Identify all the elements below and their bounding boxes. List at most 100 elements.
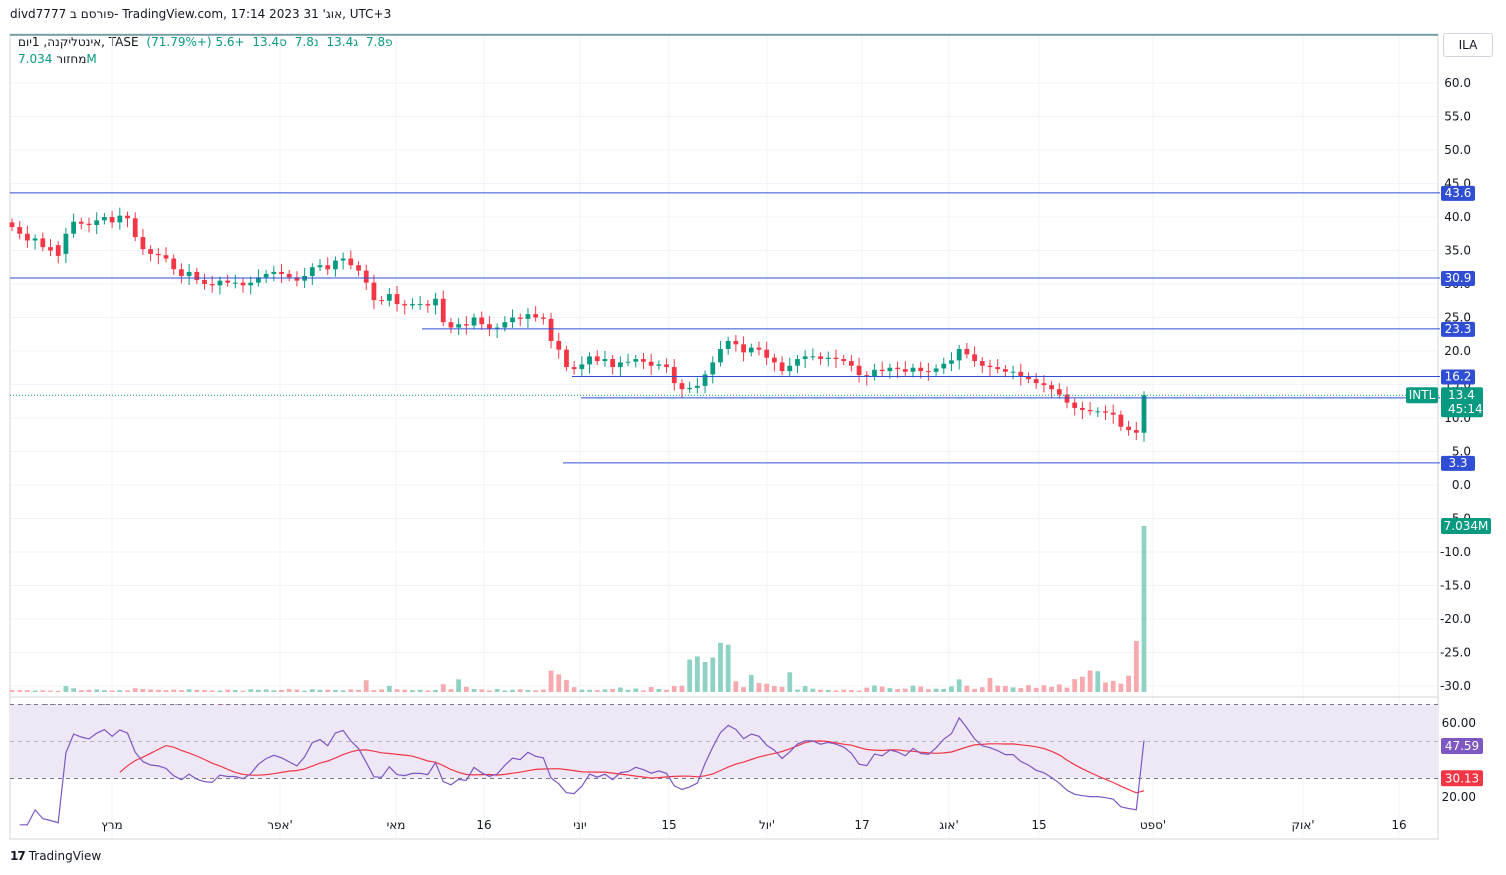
time-tick: 17: [854, 818, 869, 832]
volume-bar: [856, 690, 862, 692]
candle-body: [333, 260, 338, 270]
time-axis[interactable]: מרץ אפר' מאי 16 יוני 15 יול' 17 אוג' 15 ספט' אוק' 16: [101, 818, 1406, 832]
candle-body: [648, 361, 654, 366]
candle-body: [525, 314, 531, 319]
volume-bar: [471, 689, 477, 692]
candle-body: [348, 258, 354, 266]
rsi-pane: [10, 704, 1438, 826]
rsi-sma-line: [119, 740, 1145, 794]
candle-body: [425, 304, 431, 306]
volume-bar: [240, 690, 246, 692]
volume-bar: [1133, 640, 1139, 692]
candle-body: [163, 255, 169, 259]
tradingview-brand: TradingView: [28, 849, 102, 863]
candle-body: [109, 217, 115, 223]
candle-body: [40, 238, 46, 248]
volume-bar: [25, 690, 30, 692]
volume-bar: [925, 689, 931, 692]
candle-body: [340, 258, 346, 261]
volume-bar: [286, 689, 292, 692]
candle-body: [1141, 395, 1147, 433]
candle-body: [548, 318, 554, 341]
candle-body: [502, 322, 508, 328]
candle-body: [440, 298, 446, 323]
candle-body: [410, 304, 415, 306]
volume-bar: [610, 689, 616, 692]
volume-bar: [232, 689, 238, 692]
volume-bar: [1141, 526, 1147, 692]
candle-body: [140, 237, 146, 250]
candle-body: [702, 374, 708, 386]
volume-bar: [517, 689, 523, 692]
volume-bar: [702, 661, 708, 692]
volume-bar: [440, 684, 446, 692]
volume-bar: [448, 689, 454, 692]
candle-body: [517, 317, 523, 319]
symbol-tag-label: INTL: [1409, 388, 1436, 402]
volume-bar: [895, 689, 900, 692]
volume-bar: [371, 690, 377, 692]
level-tag: [1441, 321, 1475, 337]
candle-body: [9, 222, 15, 228]
ohlc-legend: אינטליקנה, 1יום, TASE פ7.8 ג13.4 נ7.8 ס1…: [18, 35, 397, 49]
rsi-tag: [1441, 737, 1483, 754]
candle-body: [540, 317, 546, 319]
volume-bar: [556, 674, 562, 692]
candles: [9, 207, 1147, 442]
volume-bar: [664, 689, 669, 692]
legend-symbol[interactable]: אינטליקנה, 1יום, TASE: [18, 35, 139, 49]
time-tick: ספט': [1140, 818, 1166, 832]
volume-bar: [594, 690, 600, 692]
candle-body: [795, 359, 800, 366]
volume-bar: [779, 686, 785, 692]
price-tick: 0.0: [1452, 478, 1471, 492]
candle-body: [748, 347, 754, 353]
candle-body: [741, 344, 746, 353]
volume-bar: [479, 689, 485, 692]
candle-body: [371, 282, 377, 301]
candle-body: [771, 357, 777, 363]
volume-bar: [694, 656, 700, 692]
candle-body: [171, 258, 177, 270]
candle-body: [625, 361, 631, 363]
volume-bar: [333, 689, 338, 692]
candle-body: [1095, 411, 1101, 413]
candle-body: [679, 383, 685, 390]
volume-bar: [425, 690, 431, 692]
candle-body: [263, 273, 269, 278]
currency-button[interactable]: ILA: [1443, 33, 1493, 57]
volume-bar: [571, 687, 577, 692]
time-tick: מרץ: [101, 818, 122, 832]
volume-bar: [386, 685, 392, 692]
candle-body: [995, 367, 1001, 370]
candle-body: [256, 277, 261, 283]
candle-body: [656, 364, 662, 366]
volume-bar: [294, 689, 300, 692]
volume-bar: [317, 689, 323, 692]
candle-body: [718, 348, 723, 363]
legend-high: ג13.4: [326, 35, 359, 49]
price-tick: -25.0: [1440, 646, 1471, 660]
candle-body: [125, 215, 130, 219]
candle-body: [733, 340, 739, 345]
volume-bar: [741, 687, 746, 692]
volume-bar: [617, 687, 623, 692]
candle-body: [209, 284, 215, 286]
volume-bar: [102, 690, 107, 692]
volume-bar: [117, 690, 123, 692]
volume-bar: [910, 685, 916, 692]
tradingview-footer[interactable]: 17 TradingView: [10, 849, 101, 863]
volume-bar: [864, 687, 870, 692]
candle-body: [186, 271, 192, 276]
rsi-tick: 60.00: [1442, 716, 1476, 730]
candle-body: [78, 221, 84, 224]
volume-bar: [1072, 679, 1078, 692]
volume-bar: [1103, 682, 1108, 692]
volume-bar: [502, 690, 508, 692]
candle-body: [356, 265, 361, 271]
candle-body: [564, 349, 569, 368]
candle-body: [1010, 371, 1016, 373]
candle-body: [617, 362, 623, 368]
price-axis[interactable]: 60.055.050.045.040.035.030.025.020.015.0…: [1406, 76, 1491, 804]
